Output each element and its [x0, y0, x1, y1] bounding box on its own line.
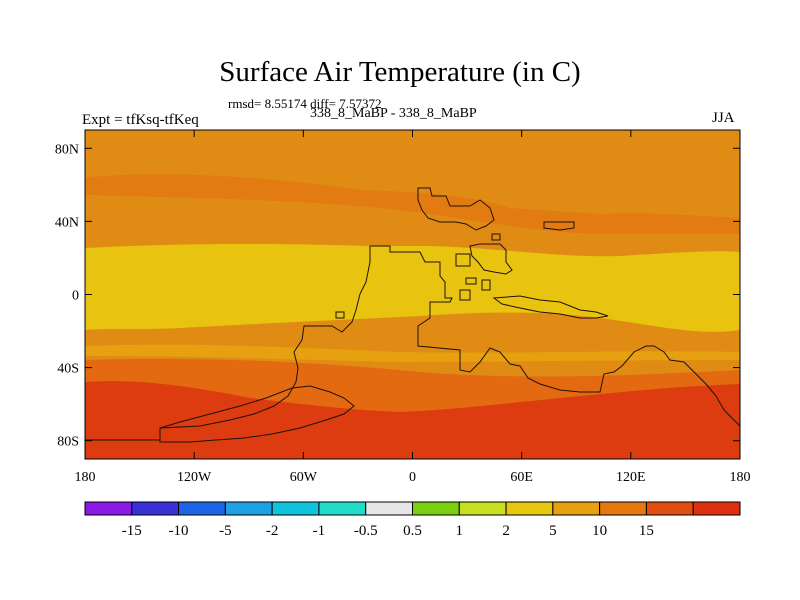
- season-label: JJA: [712, 110, 735, 126]
- colorbar-label: -1: [313, 523, 326, 539]
- colorbar-swatch: [178, 501, 226, 516]
- colorbar-swatch: [365, 501, 414, 516]
- experiment-label: Expt = tfKsq-tfKeq: [82, 112, 199, 128]
- colorbar-label: -5: [219, 523, 232, 539]
- colorbar-swatch: [412, 501, 460, 516]
- colorbar-swatch: [645, 501, 694, 516]
- lon-tick-label: 60W: [290, 470, 318, 485]
- lon-tick-label: 180: [75, 470, 96, 485]
- lon-tick-label: 120E: [616, 470, 646, 485]
- colorbar-label: -15: [122, 523, 142, 539]
- field-nh-band: [85, 174, 740, 234]
- lon-tick-label: 60E: [510, 470, 533, 485]
- colorbar-label: -0.5: [354, 523, 378, 539]
- colorbar-swatch: [224, 501, 273, 516]
- continent-outlines: [85, 187, 740, 459]
- lon-tick-label: 0: [409, 470, 416, 485]
- lon-tick-label: 180: [730, 470, 751, 485]
- colorbar-label: 0.5: [403, 523, 422, 539]
- colorbar-swatch: [131, 501, 180, 516]
- lat-tick-label: 0: [72, 289, 79, 304]
- lat-tick-label: 40N: [55, 215, 79, 230]
- colorbar-swatch: [505, 501, 554, 516]
- colorbar-label: 2: [502, 523, 510, 539]
- colorbar-swatch: [318, 501, 367, 516]
- lon-tick-label: 120W: [177, 470, 212, 485]
- colorbar-label: 1: [456, 523, 464, 539]
- colorbar-swatch: [552, 501, 601, 516]
- field-sh-red: [85, 381, 740, 459]
- colorbar-label: 15: [639, 523, 654, 539]
- colorbar-swatch: [458, 501, 507, 516]
- field-30s-stripe: [85, 344, 740, 362]
- map-title: Surface Air Temperature (in C): [219, 56, 581, 88]
- colorbar-swatch: [692, 501, 741, 516]
- colorbar-label: -10: [169, 523, 189, 539]
- colorbar-swatch: [84, 501, 133, 516]
- lat-tick-label: 40S: [57, 362, 79, 377]
- colorbar-label: -2: [266, 523, 279, 539]
- lat-tick-label: 80N: [55, 142, 79, 157]
- field-tropics: [85, 244, 740, 332]
- colorbar-label: 5: [549, 523, 557, 539]
- colorbar-label: 10: [592, 523, 607, 539]
- colorbar-swatch: [599, 501, 647, 516]
- lat-tick-label: 80S: [57, 435, 79, 450]
- colorbar-swatch: [271, 501, 320, 516]
- rmsd-diff-stats: rmsd= 8.55174 diff= 7.57372: [228, 96, 382, 111]
- runs-label: 338_8_MaBP - 338_8_MaBP: [310, 106, 477, 121]
